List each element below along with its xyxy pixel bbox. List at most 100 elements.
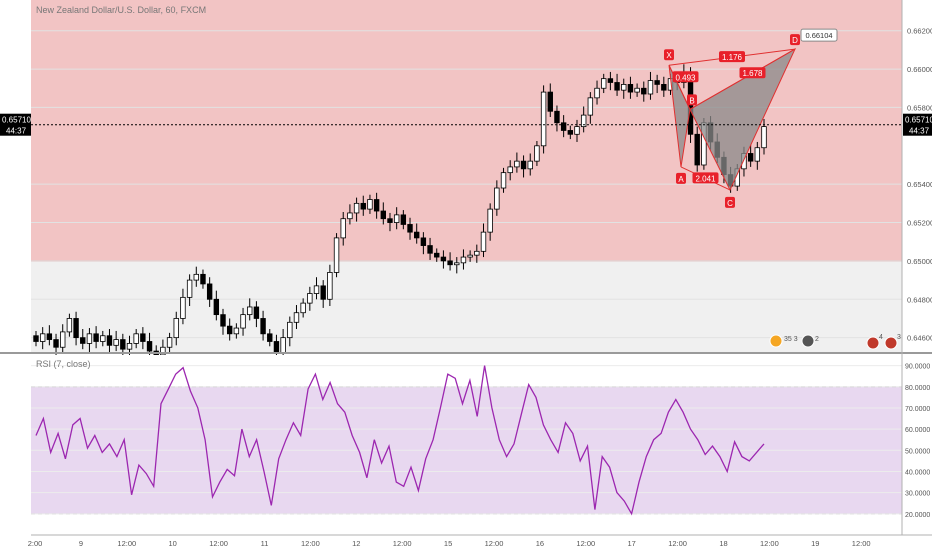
candle [514,152,520,173]
candle-body [554,110,560,124]
candle [213,290,220,321]
time-tick-label: 9 [79,539,83,548]
candle [253,301,260,328]
candle [694,126,700,172]
price-tick-label: 0.66200 [907,27,932,36]
candle-body [434,252,440,258]
candle [654,74,660,94]
candle [66,313,73,337]
event-icon[interactable] [884,336,898,350]
candle-body [634,87,640,93]
candle-body [206,283,213,300]
event-label: 35 3 [784,336,798,343]
event-icon[interactable] [801,334,815,348]
candle-body [293,312,300,323]
candle [560,115,567,138]
candle [413,223,420,244]
candle [661,76,667,97]
candle-body [387,218,393,223]
candle-body [300,302,306,314]
time-tick-label: 17 [628,539,636,548]
candle-body [507,166,513,174]
candle-body [527,160,533,170]
svg-text:0.65710: 0.65710 [905,116,932,125]
candle [627,76,634,99]
candle-body [460,256,467,264]
candle [33,330,39,347]
candle-body [180,296,186,319]
candle [166,332,173,353]
candle-body [173,318,179,339]
candle [200,269,206,289]
price-tick-label: 0.66000 [907,65,932,74]
candle [614,73,620,96]
candle [480,223,487,258]
pattern-point-d: D [790,34,800,46]
candle [86,328,93,353]
candle-body [160,346,166,356]
candle-body [193,273,199,281]
pattern-ratio-label: 0.493 [675,73,696,82]
candle [140,327,146,350]
candle-body [540,91,547,147]
candle [747,144,754,167]
rsi-tick-label: 20.0000 [905,512,930,519]
candle [240,307,246,336]
candle-body [494,187,500,210]
candle [641,81,647,102]
candle [487,203,493,241]
candle-body [53,339,59,348]
pattern-target: 0.66104 [800,28,838,42]
candle-body [440,256,447,262]
candle-body [607,78,614,83]
time-axis[interactable]: 2:00 9 12:00 10 12:00 11 12:00 12 12:00 15 12:00 16… [28,539,871,548]
candle [193,266,199,287]
time-tick-label: 2:00 [28,539,43,548]
price-axis[interactable]: 0.66200 0.66000 0.65800 0.65400 0.65200 0.650… [907,27,932,343]
candle-body [60,331,66,348]
price-tick-label: 0.65800 [907,103,932,112]
candle [373,192,380,219]
rsi-line [35,365,765,516]
time-tick-label: 12:00 [852,539,871,548]
event-icon[interactable] [769,334,783,348]
time-tick-label: 16 [536,539,544,548]
candle [226,318,233,341]
event-label: 2 [815,336,819,343]
candle-body [46,333,53,340]
candle-body [661,84,667,91]
candle-body [413,231,420,239]
pattern-ratio: 2.041 [692,172,719,184]
pattern-point-bg [664,49,674,61]
time-tick-label: 11 [261,539,269,548]
rsi-tick-label: 40.0000 [905,469,930,476]
candle-body [587,97,594,116]
candle [587,92,594,124]
candle [39,327,46,350]
candle-body [113,339,119,346]
rsi-axis[interactable]: 90.0000 80.0000 70.0000 60.0000 50.0000 40.00… [905,364,930,519]
pattern-ratio-bg [739,67,766,79]
candle [347,204,353,225]
candle-body [133,333,139,344]
pattern-point-label: D [792,36,798,45]
candle-body [574,126,580,135]
pattern-point-bg [687,94,697,106]
candle-body [520,160,527,170]
event-icon[interactable] [866,336,880,350]
candle-body [140,333,146,342]
candle-body [100,335,106,342]
candle [113,330,119,352]
candle [307,286,313,311]
candle [360,195,366,216]
candle [333,233,340,278]
event-icons[interactable]: 35 3 2 4 3 [769,334,901,350]
candle [106,329,113,353]
candle [601,73,607,94]
candles [33,64,767,364]
pattern-point-bg [725,196,735,208]
candle [60,324,66,354]
candle-body [601,78,607,89]
candle [327,264,333,306]
candle [467,250,473,262]
